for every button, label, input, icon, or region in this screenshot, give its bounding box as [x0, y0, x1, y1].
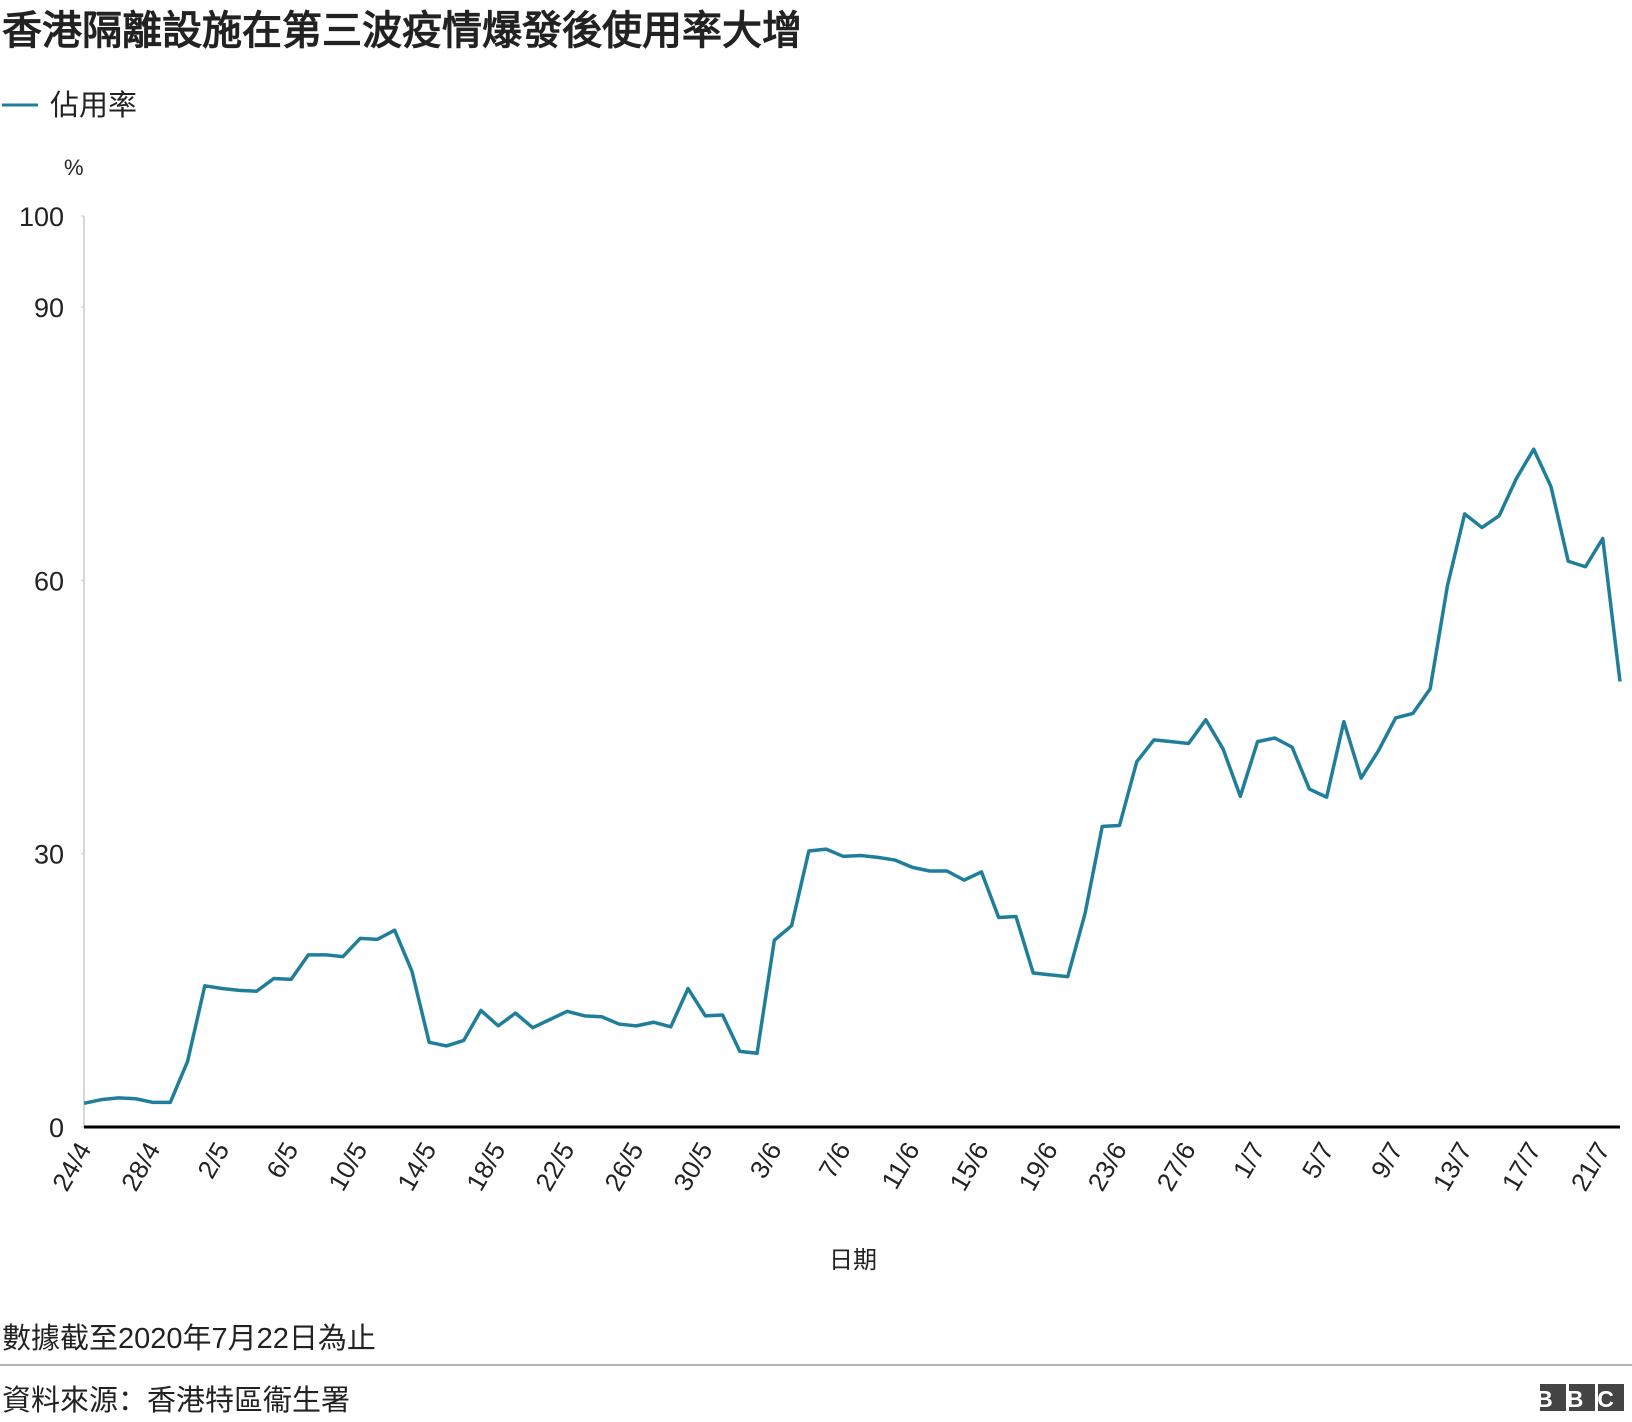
x-tick-label: 18/5: [460, 1137, 511, 1196]
x-tick-label: 13/7: [1427, 1137, 1478, 1196]
x-tick-label: 27/6: [1150, 1137, 1201, 1196]
x-tick-label: 24/4: [46, 1137, 97, 1196]
x-tick-label: 6/5: [260, 1137, 304, 1183]
x-tick-label: 21/7: [1565, 1137, 1616, 1196]
x-tick-label: 5/7: [1296, 1137, 1340, 1183]
y-tick-label: 100: [19, 202, 64, 232]
x-tick-label: 7/6: [813, 1137, 857, 1183]
legend-label: 佔用率: [50, 89, 137, 122]
y-tick-label: 60: [34, 566, 64, 596]
logo: BBC: [1536, 1386, 1628, 1412]
x-tick-label: 14/5: [391, 1137, 442, 1196]
x-tick-label: 10/5: [322, 1137, 373, 1196]
y-tick-label: 30: [34, 840, 64, 870]
x-tick-label: 28/4: [115, 1137, 166, 1196]
x-tick-label: 22/5: [529, 1137, 580, 1196]
x-tick-label: 11/6: [875, 1137, 925, 1194]
x-tick-label: 19/6: [1012, 1137, 1063, 1196]
x-tick-label: 3/6: [743, 1137, 787, 1183]
logo-box: [1540, 1384, 1624, 1411]
y-tick-label: 0: [49, 1113, 64, 1143]
chart-title: 香港隔離設施在第三波疫情爆發後使用率大增: [2, 9, 802, 53]
x-tick-label: 17/7: [1496, 1137, 1547, 1196]
x-tick-label: 2/5: [191, 1137, 235, 1183]
data-line: [83, 447, 1622, 1106]
x-tick-label: 15/6: [943, 1137, 994, 1196]
x-tick-label: 1/7: [1227, 1137, 1271, 1183]
source: 資料來源：香港特區衞生署: [2, 1384, 350, 1417]
x-tick-label: 30/5: [667, 1137, 718, 1196]
note: 數據截至2020年7月22日為止: [2, 1322, 376, 1355]
x-tick-label: 23/6: [1081, 1137, 1132, 1196]
y-unit: %: [64, 155, 84, 180]
x-tick-label: 9/7: [1365, 1137, 1409, 1183]
y-tick-label: 90: [34, 293, 64, 323]
x-axis-label: 日期: [829, 1247, 877, 1274]
x-tick-label: 26/5: [598, 1137, 649, 1196]
